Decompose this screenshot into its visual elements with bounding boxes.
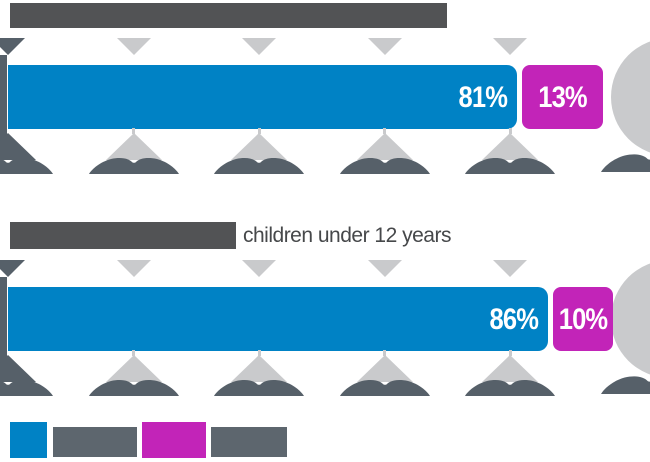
axis-marker-stem bbox=[258, 350, 261, 356]
axis-marker-hill-icon bbox=[214, 376, 304, 396]
bar-segment-magenta: 13% bbox=[522, 65, 603, 129]
axis-marker-down-triangle-icon bbox=[0, 38, 25, 55]
axis-marker-down-triangle-icon bbox=[117, 260, 151, 277]
bar-value-label: 86% bbox=[489, 303, 539, 336]
axis-marker-hill-icon bbox=[0, 154, 53, 174]
axis-marker-down-triangle-icon bbox=[242, 38, 276, 55]
chart-row-2: 86% 10% bbox=[0, 260, 650, 400]
chart-row-1: 81% 13% bbox=[0, 38, 650, 178]
axis-marker-stem bbox=[509, 350, 512, 356]
axis-marker-stem bbox=[258, 128, 261, 134]
axis-marker-stem bbox=[132, 128, 135, 134]
axis-marker-down-triangle-icon bbox=[368, 38, 402, 55]
axis-marker-hill-icon bbox=[89, 154, 179, 174]
axis-marker-hill-icon bbox=[465, 154, 555, 174]
bar-segment-magenta: 10% bbox=[553, 287, 613, 351]
axis-marker-hill-icon bbox=[0, 376, 53, 396]
axis-marker-stem bbox=[383, 350, 386, 356]
bar-value-label: 10% bbox=[558, 303, 608, 336]
axis-end-circle-icon bbox=[611, 38, 650, 156]
legend-label-redacted-block bbox=[53, 427, 137, 457]
axis-marker-hill-icon bbox=[465, 376, 555, 396]
axis-marker-down-triangle-icon bbox=[242, 260, 276, 277]
axis-marker-down-triangle-icon bbox=[368, 260, 402, 277]
bar-segment-blue: 81% bbox=[8, 65, 517, 129]
section-heading-text: children under 12 years bbox=[243, 224, 451, 247]
axis-marker-up-triangle-icon bbox=[357, 355, 413, 382]
legend-swatch-magenta bbox=[142, 422, 206, 458]
axis-marker-down-triangle-icon bbox=[493, 260, 527, 277]
axis-end-circle-icon bbox=[611, 260, 650, 378]
legend-swatch-blue bbox=[10, 422, 47, 458]
axis-marker-up-triangle-icon bbox=[106, 355, 162, 382]
axis-marker-hill-icon bbox=[601, 372, 650, 394]
axis-marker-hill-icon bbox=[340, 154, 430, 174]
axis-marker-down-triangle-icon bbox=[117, 38, 151, 55]
axis-marker-stem bbox=[509, 128, 512, 134]
axis-marker-stem bbox=[383, 128, 386, 134]
axis-marker-up-triangle-icon bbox=[482, 133, 538, 160]
legend-label-redacted-block bbox=[211, 427, 287, 457]
axis-marker-up-triangle-icon bbox=[106, 133, 162, 160]
axis-marker-hill-icon bbox=[601, 150, 650, 172]
axis-marker-up-triangle-icon bbox=[357, 133, 413, 160]
axis-marker-up-triangle-icon bbox=[0, 355, 36, 382]
redacted-title-bar bbox=[10, 3, 447, 28]
axis-marker-down-triangle-icon bbox=[0, 260, 25, 277]
axis-marker-hill-icon bbox=[89, 376, 179, 396]
bar-value-label: 13% bbox=[538, 81, 587, 114]
redacted-section-heading-bar bbox=[10, 222, 236, 249]
axis-marker-hill-icon bbox=[214, 154, 304, 174]
bar-segment-blue: 86% bbox=[8, 287, 548, 351]
axis-marker-up-triangle-icon bbox=[231, 355, 287, 382]
axis-marker-up-triangle-icon bbox=[482, 355, 538, 382]
axis-marker-up-triangle-icon bbox=[0, 133, 36, 160]
axis-marker-stem bbox=[132, 350, 135, 356]
axis-marker-down-triangle-icon bbox=[493, 38, 527, 55]
axis-marker-up-triangle-icon bbox=[231, 133, 287, 160]
bar-value-label: 81% bbox=[458, 81, 508, 114]
legend bbox=[0, 422, 650, 458]
axis-start-pole bbox=[0, 277, 7, 363]
axis-marker-hill-icon bbox=[340, 376, 430, 396]
axis-start-pole bbox=[0, 55, 7, 141]
